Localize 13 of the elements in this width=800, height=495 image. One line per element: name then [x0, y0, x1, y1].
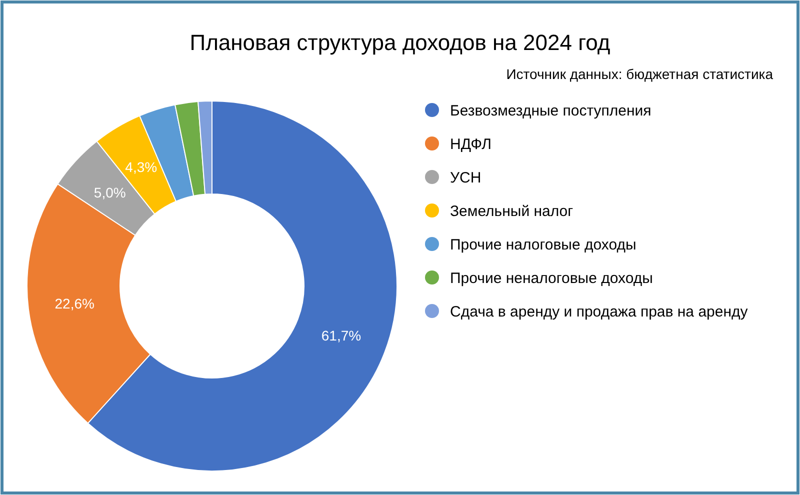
legend-label: Земельный налог	[450, 202, 574, 220]
legend-label: Прочие налоговые доходы	[450, 236, 636, 254]
data-label: 5,0%	[94, 184, 126, 200]
legend-label: Сдача в аренду и продажа прав на аренду	[450, 303, 748, 320]
data-label: 4,3%	[125, 158, 158, 175]
legend-label: Прочие неналоговые доходы	[450, 270, 653, 287]
data-label: 22,6%	[54, 295, 94, 312]
legend-label: УСН	[450, 169, 482, 186]
legend-label: Безвозмездные поступления	[450, 102, 652, 120]
legend-label: НДФЛ	[450, 136, 492, 153]
data-label: 61,7%	[321, 328, 362, 344]
text: Источник данных: бюджетная статистика	[506, 66, 774, 82]
chart-title: Плановая структура доходов на 2024 год	[190, 30, 610, 55]
